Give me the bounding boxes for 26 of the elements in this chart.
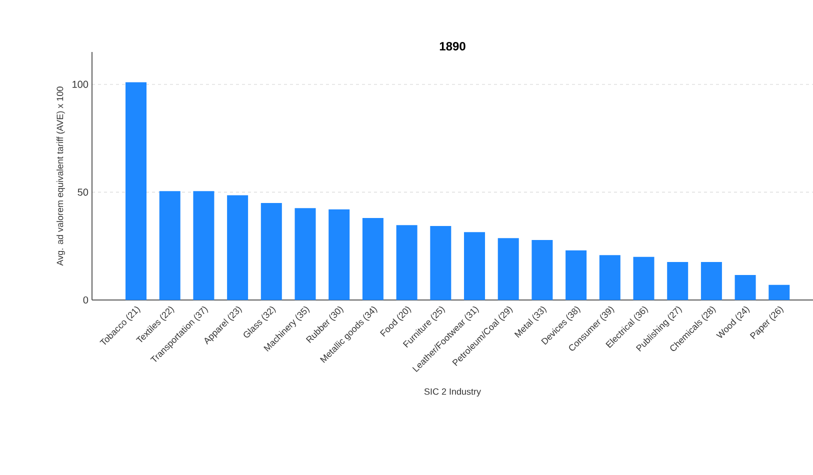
bar: [700, 262, 722, 300]
bar: [227, 195, 248, 300]
y-tick-label: 0: [83, 296, 88, 304]
y-tick-label: 100: [72, 80, 88, 88]
bar: [532, 240, 553, 300]
bar: [396, 225, 418, 300]
bar: [193, 191, 214, 300]
bar: [464, 232, 486, 300]
bar: [667, 262, 688, 300]
x-axis-title: SIC 2 Industry: [424, 388, 481, 397]
bar: [566, 250, 587, 300]
bar: [362, 218, 384, 300]
bar: [328, 209, 350, 300]
chart-title: 1890: [440, 42, 466, 50]
bar: [294, 208, 316, 300]
y-axis-title: Avg. ad valorem equivalent tariff (AVE) x 100: [56, 86, 65, 266]
bar: [599, 255, 620, 300]
bar: [734, 274, 756, 300]
bar: [633, 256, 654, 300]
bar: [498, 238, 519, 300]
bar: [260, 202, 282, 300]
y-tick-label: 50: [78, 188, 88, 196]
bar: [768, 284, 790, 300]
bar: [430, 226, 452, 300]
bar: [159, 191, 180, 300]
bar: [126, 82, 147, 300]
